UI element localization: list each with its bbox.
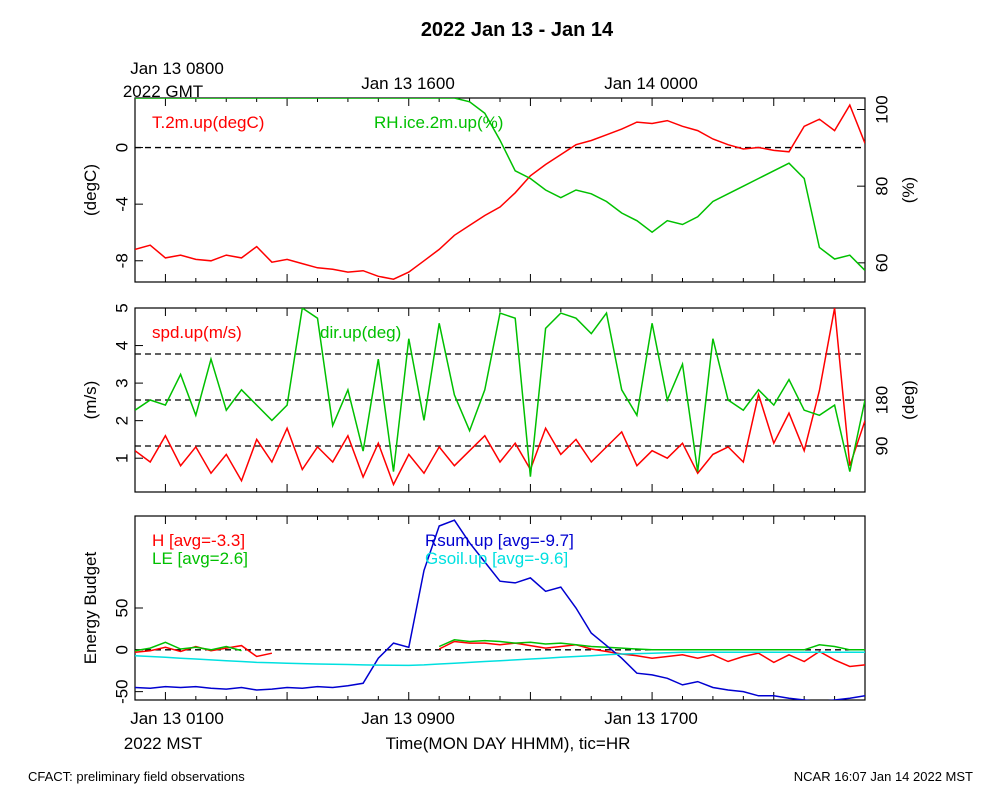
series-line-1 — [135, 98, 865, 272]
y-tick-label: -50 — [112, 679, 131, 704]
series-line-1 — [135, 308, 865, 477]
chart-title: 2022 Jan 13 - Jan 14 — [421, 19, 614, 41]
y-tick-label: 4 — [112, 341, 131, 350]
panel-2: 50 0 -50 Energy Budget — [81, 515, 866, 704]
y2-tick-label: 180 — [872, 386, 891, 414]
footer-left: CFACT: preliminary field observations — [28, 769, 245, 784]
bottom-axis-sub-label: 2022 MST — [124, 734, 202, 753]
legend-entry: T.2m.up(degC) — [152, 113, 264, 132]
bottom-tick-label-1: Jan 13 0900 — [361, 709, 455, 728]
top-tick-label-2: Jan 14 0000 — [604, 74, 698, 93]
y2-axis-label: (deg) — [899, 380, 918, 420]
x-axis-label: Time(MON DAY HHMM), tic=HR — [386, 734, 631, 753]
legend-entry: LE [avg=2.6] — [152, 549, 248, 568]
series-line-0 — [135, 308, 865, 487]
y-tick-label: 50 — [112, 599, 131, 618]
series-line-3 — [135, 651, 865, 667]
legend-entry: RH.ice.2m.up(%) — [374, 113, 503, 132]
y2-axis-label: (%) — [899, 177, 918, 203]
series-line-0 — [135, 103, 865, 280]
y2-tick-label: 80 — [872, 177, 891, 196]
y2-tick-label: 100 — [872, 95, 891, 123]
top-tick-label-0: Jan 13 0800 — [130, 59, 224, 78]
panel-1: 1 2 3 4 5 (m/s) 180 90 (deg) — [81, 303, 918, 493]
y-tick-label: 0 — [112, 143, 131, 152]
y-tick-label: -4 — [112, 197, 131, 212]
y-axis-label: (m/s) — [81, 381, 100, 420]
series-line-1 — [135, 639, 865, 652]
y2-tick-label: 60 — [872, 253, 891, 272]
y-tick-label: 0 — [112, 645, 131, 654]
legend-entry: dir.up(deg) — [320, 323, 401, 342]
series-line-0 — [135, 640, 865, 668]
y-tick-label: 5 — [112, 303, 131, 312]
series-line-2 — [135, 519, 865, 700]
panels: 0 -4 -8 (degC) 100 80 60 (%) 1 2 3 4 5 (m/s) 180 90 (deg… — [81, 95, 918, 704]
y2-tick-label: 90 — [872, 437, 891, 456]
panel-0: 0 -4 -8 (degC) 100 80 60 (%) — [81, 95, 918, 283]
legend-entry: Gsoil.up [avg=-9.6] — [425, 549, 568, 568]
y-tick-label: -8 — [112, 253, 131, 268]
legend-entry: spd.up(m/s) — [152, 323, 242, 342]
top-axis-sub-label: 2022 GMT — [123, 82, 203, 101]
y-axis-label: (degC) — [81, 164, 100, 216]
bottom-tick-label-2: Jan 13 1700 — [604, 709, 698, 728]
y-tick-label: 1 — [112, 453, 131, 462]
y-tick-label: 3 — [112, 378, 131, 387]
top-tick-label-1: Jan 13 1600 — [361, 74, 455, 93]
y-axis-label: Energy Budget — [81, 551, 100, 664]
y-tick-label: 2 — [112, 416, 131, 425]
footer-right: NCAR 16:07 Jan 14 2022 MST — [794, 769, 973, 784]
legend-entry: H [avg=-3.3] — [152, 531, 245, 550]
bottom-tick-label-0: Jan 13 0100 — [130, 709, 224, 728]
legend-entry: Rsum.up [avg=-9.7] — [425, 531, 574, 550]
